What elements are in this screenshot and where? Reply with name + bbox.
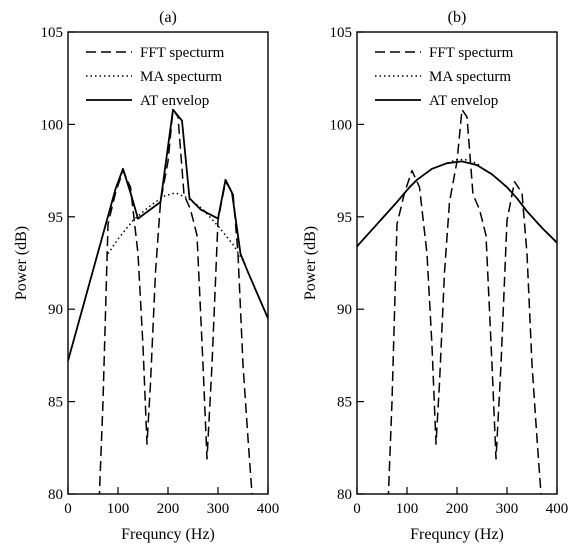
panel-b-ticks: 0 100 200 300 400 80 85 90 95 100 105 xyxy=(330,25,569,517)
panel-b-xtick-label: 0 xyxy=(353,501,361,517)
panel-b-legend-label: MA specturm xyxy=(429,69,511,85)
panel-a-series xyxy=(68,108,268,494)
panel-b-ylabel: Power (dB) xyxy=(302,226,319,300)
panel-a-title: (a) xyxy=(159,9,177,26)
panel-b-series xyxy=(357,108,557,494)
panel-a-ytick-label: 85 xyxy=(48,395,63,411)
panel-a-xtick-label: 200 xyxy=(157,501,180,517)
panel-b-legend: FFT specturm MA specturm AT envelop xyxy=(375,45,514,109)
panel-a-xtick-label: 300 xyxy=(207,501,230,517)
panel-b-title: (b) xyxy=(448,9,467,26)
panel-b-series-solid xyxy=(357,160,557,248)
panel-a-ticks: 0 100 200 300 400 80 85 90 95 100 105 xyxy=(41,25,280,517)
panel-b-xtick-label: 200 xyxy=(446,501,469,517)
panel-b-ytick-label: 90 xyxy=(337,302,352,318)
panel-b-ytick-label: 85 xyxy=(337,395,352,411)
panel-a-ylabel: Power (dB) xyxy=(13,226,30,300)
panel-b-series-dashed xyxy=(387,108,542,494)
panel-a: (a) 0 100 200 300 400 80 85 90 95 100 105 Frequncy… xyxy=(13,9,279,543)
panel-b-ytick-label: 95 xyxy=(337,210,352,226)
panel-a-legend-label: AT envelop xyxy=(140,93,209,109)
panel-a-ytick-label: 105 xyxy=(41,25,64,41)
panel-a-xtick-label: 100 xyxy=(107,501,130,517)
panel-b-legend-label: FFT specturm xyxy=(429,45,514,61)
panel-b-xtick-label: 300 xyxy=(496,501,519,517)
panel-a-xlabel: Frequncy (Hz) xyxy=(121,526,215,543)
panel-b-xtick-label: 400 xyxy=(546,501,569,517)
panel-b-series-dotted xyxy=(451,158,480,166)
panel-a-legend-label: FFT specturm xyxy=(140,45,225,61)
panel-a-series-dotted xyxy=(107,192,247,266)
panel-a-legend-label: MA specturm xyxy=(140,69,222,85)
panel-a-legend: FFT specturm MA specturm AT envelop xyxy=(86,45,225,109)
panel-b-ytick-label: 80 xyxy=(337,487,352,503)
panel-a-ytick-label: 80 xyxy=(48,487,63,503)
panel-a-xtick-label: 0 xyxy=(64,501,72,517)
panel-b: (b) 0 100 200 300 400 80 85 90 95 100 105 Frequncy… xyxy=(302,9,568,543)
panel-b-xlabel: Frequncy (Hz) xyxy=(410,526,504,543)
panel-a-ytick-label: 95 xyxy=(48,210,63,226)
panel-a-xtick-label: 400 xyxy=(257,501,280,517)
panel-b-legend-label: AT envelop xyxy=(429,93,498,109)
panel-b-ytick-label: 105 xyxy=(330,25,353,41)
panel-a-ytick-label: 90 xyxy=(48,302,63,318)
panel-a-series-solid xyxy=(68,108,268,362)
panel-b-ytick-label: 100 xyxy=(330,117,353,133)
panel-a-ytick-label: 100 xyxy=(41,117,64,133)
panel-b-xtick-label: 100 xyxy=(396,501,419,517)
